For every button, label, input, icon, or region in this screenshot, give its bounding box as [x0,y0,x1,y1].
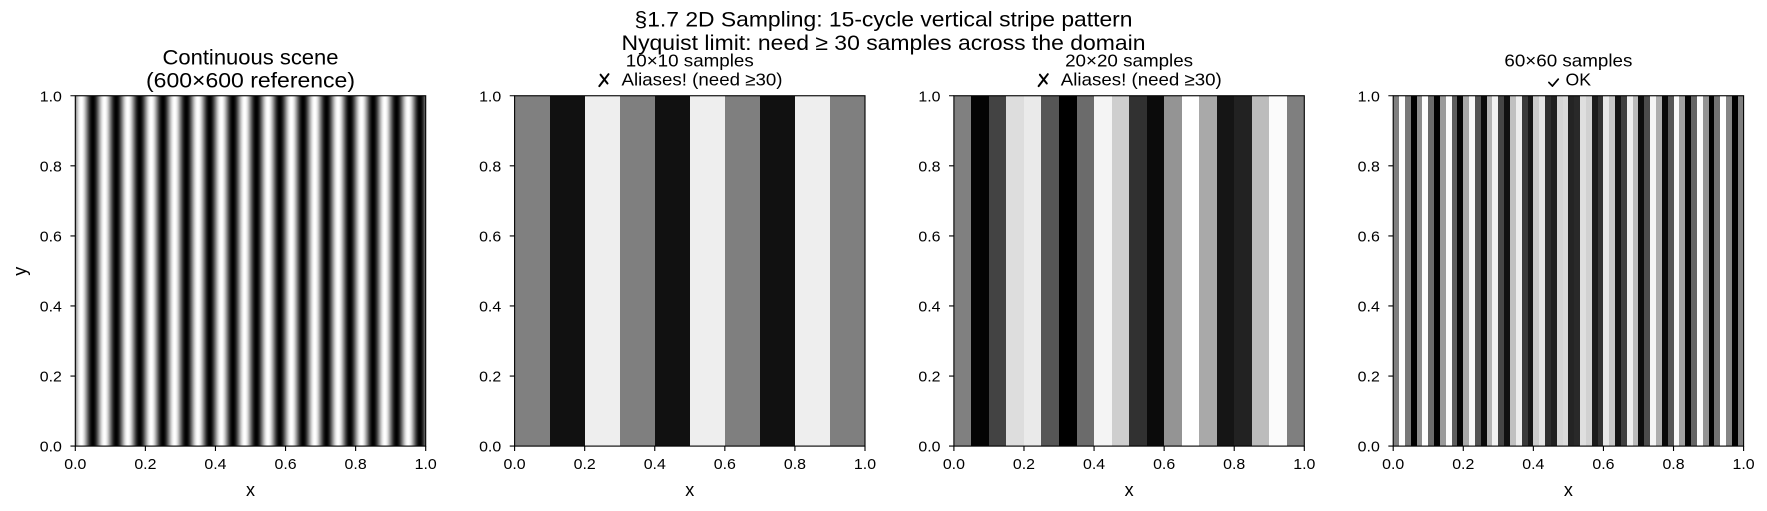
svg-text:0.6: 0.6 [274,457,296,473]
svg-text:0.4: 0.4 [479,299,501,315]
svg-text:1.0: 1.0 [1358,89,1380,105]
svg-text:0.4: 0.4 [1522,457,1544,473]
svg-text:0.0: 0.0 [64,457,86,473]
svg-text:0.0: 0.0 [1382,457,1404,473]
svg-text:0.6: 0.6 [714,457,736,473]
svg-text:1.0: 1.0 [1733,457,1755,473]
svg-text:0.8: 0.8 [1358,159,1380,175]
svg-text:Nyquist limit: need ≥ 30 sampl: Nyquist limit: need ≥ 30 samples across … [622,32,1146,55]
svg-text:0.6: 0.6 [40,229,62,245]
svg-text:x: x [1564,480,1573,500]
svg-text:1.0: 1.0 [918,89,940,105]
svg-text:0.4: 0.4 [644,457,666,473]
svg-text:1.0: 1.0 [415,457,437,473]
svg-text:0.2: 0.2 [1013,457,1035,473]
svg-text:0.4: 0.4 [1083,457,1105,473]
svg-text:0.0: 0.0 [943,457,965,473]
svg-text:1.0: 1.0 [479,89,501,105]
svg-text:Aliases! (need ≥30): Aliases! (need ≥30) [622,70,783,90]
svg-text:0.2: 0.2 [134,457,156,473]
svg-text:0.6: 0.6 [918,229,940,245]
svg-text:Aliases! (need ≥30): Aliases! (need ≥30) [1061,70,1222,90]
svg-text:0.2: 0.2 [1452,457,1474,473]
svg-text:§1.7 2D Sampling: 15-cycle ver: §1.7 2D Sampling: 15-cycle vertical stri… [635,9,1133,32]
svg-text:0.8: 0.8 [479,159,501,175]
svg-text:20×20 samples: 20×20 samples [1065,51,1193,71]
svg-text:0.6: 0.6 [1592,457,1614,473]
svg-text:x: x [246,480,255,500]
svg-text:0.6: 0.6 [1153,457,1175,473]
svg-text:0.8: 0.8 [345,457,367,473]
svg-text:0.2: 0.2 [918,370,940,386]
svg-text:0.8: 0.8 [918,159,940,175]
svg-text:0.0: 0.0 [918,440,940,456]
svg-text:0.8: 0.8 [1223,457,1245,473]
svg-text:0.6: 0.6 [479,229,501,245]
svg-text:0.4: 0.4 [204,457,226,473]
svg-text:0.8: 0.8 [40,159,62,175]
svg-text:1.0: 1.0 [40,89,62,105]
svg-text:0.2: 0.2 [479,370,501,386]
svg-text:(600×600 reference): (600×600 reference) [146,70,355,93]
svg-text:x: x [685,480,694,500]
svg-text:0.0: 0.0 [504,457,526,473]
svg-text:0.4: 0.4 [1358,299,1380,315]
svg-text:1.0: 1.0 [1293,457,1315,473]
svg-text:0.4: 0.4 [918,299,940,315]
svg-text:0.0: 0.0 [479,440,501,456]
svg-text:0.4: 0.4 [40,299,62,315]
svg-text:1.0: 1.0 [854,457,876,473]
svg-text:OK: OK [1566,70,1592,90]
svg-text:0.2: 0.2 [40,370,62,386]
svg-text:0.0: 0.0 [1358,440,1380,456]
svg-text:0.6: 0.6 [1358,229,1380,245]
svg-text:0.8: 0.8 [784,457,806,473]
svg-text:60×60 samples: 60×60 samples [1504,51,1632,71]
svg-text:x: x [1125,480,1134,500]
svg-text:y: y [10,267,30,276]
svg-text:10×10 samples: 10×10 samples [626,51,754,71]
svg-text:0.2: 0.2 [574,457,596,473]
svg-text:0.2: 0.2 [1358,370,1380,386]
svg-text:Continuous scene: Continuous scene [163,47,339,70]
svg-text:0.8: 0.8 [1662,457,1684,473]
svg-text:0.0: 0.0 [40,440,62,456]
